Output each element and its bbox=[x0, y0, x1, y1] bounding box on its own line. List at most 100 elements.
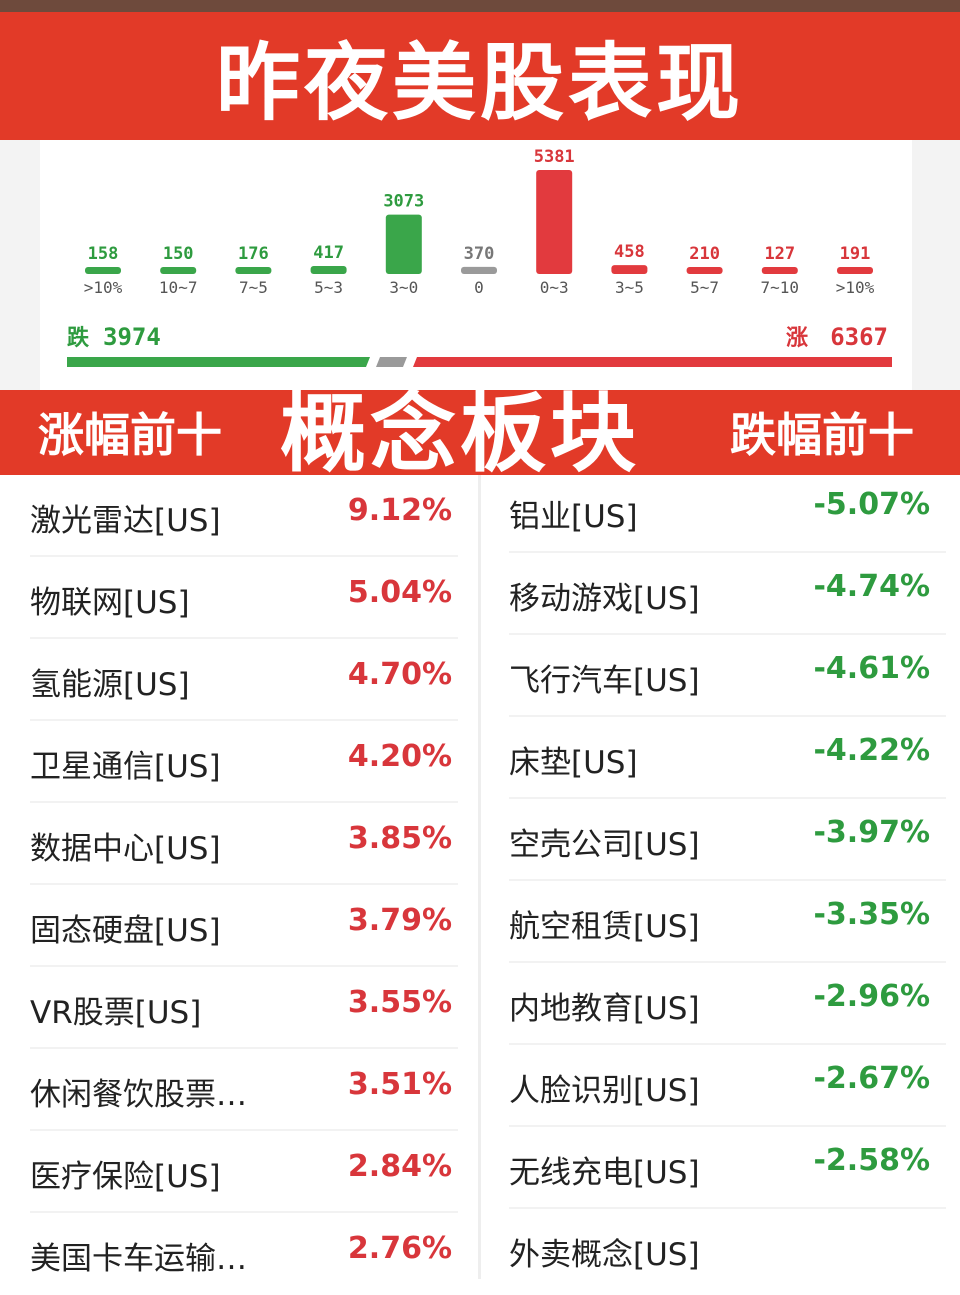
chart-card: 158 >10% 150 10~7 176 7~5 417 5~3 3073 3~0 370 0 538… bbox=[40, 140, 912, 390]
title-banner: 昨夜美股表现 bbox=[0, 12, 960, 140]
category-label-0: >10% bbox=[84, 278, 123, 297]
value-label-4: 3073 bbox=[383, 192, 424, 212]
row-separator bbox=[509, 1125, 946, 1127]
bar-2 bbox=[235, 267, 272, 274]
chart-area: 158 >10% 150 10~7 176 7~5 417 5~3 3073 3~0 370 0 538… bbox=[0, 140, 960, 390]
category-label-10: >10% bbox=[836, 278, 875, 297]
category-label-5: 0 bbox=[474, 278, 484, 297]
up-value: 6367 bbox=[830, 323, 888, 351]
row-separator bbox=[30, 965, 458, 967]
loser-row[interactable]: 空壳公司[US] -3.97% bbox=[481, 803, 960, 885]
bar-3 bbox=[310, 265, 347, 274]
up-label: 涨 bbox=[786, 326, 808, 351]
gainer-row[interactable]: 美国卡车运输… 2.76% bbox=[0, 1213, 478, 1295]
gainer-row[interactable]: 休闲餐饮股票… 3.51% bbox=[0, 1049, 478, 1131]
category-label-6: 0~3 bbox=[540, 278, 569, 297]
down-ratio-bar bbox=[67, 357, 370, 367]
bar-5 bbox=[461, 266, 497, 274]
value-label-6: 5381 bbox=[534, 147, 575, 167]
value-label-10: 191 bbox=[840, 244, 871, 264]
loser-row[interactable]: 铝业[US] -5.07% bbox=[481, 475, 960, 557]
sector-change: 3.55% bbox=[347, 985, 452, 1020]
value-label-5: 370 bbox=[464, 244, 495, 264]
top-losers-heading: 跌幅前十 bbox=[730, 408, 914, 462]
sector-name: 无线充电[US] bbox=[509, 1155, 700, 1191]
row-separator bbox=[509, 715, 946, 717]
loser-row[interactable]: 外卖概念[US] bbox=[481, 1213, 960, 1295]
bar-1 bbox=[160, 267, 197, 274]
row-separator bbox=[509, 961, 946, 963]
category-label-1: 10~7 bbox=[159, 278, 198, 297]
category-label-9: 7~10 bbox=[761, 278, 800, 297]
sector-name: 外卖概念[US] bbox=[509, 1237, 700, 1273]
loser-row[interactable]: 移动游戏[US] -4.74% bbox=[481, 557, 960, 639]
sector-change: -3.35% bbox=[813, 897, 930, 932]
gainer-row[interactable]: 医疗保险[US] 2.84% bbox=[0, 1131, 478, 1213]
sector-change: 3.79% bbox=[347, 903, 452, 938]
top-gainers-heading: 涨幅前十 bbox=[38, 408, 222, 462]
gainer-row[interactable]: 数据中心[US] 3.85% bbox=[0, 803, 478, 885]
sector-lists: 激光雷达[US] 9.12% 物联网[US] 5.04% 氢能源[US] 4.70% … bbox=[0, 475, 960, 1279]
sector-change: -2.96% bbox=[813, 979, 930, 1014]
sector-name: 铝业[US] bbox=[509, 499, 638, 535]
sector-name: 卫星通信[US] bbox=[30, 749, 221, 785]
loser-row[interactable]: 航空租赁[US] -3.35% bbox=[481, 885, 960, 967]
loser-row[interactable]: 飞行汽车[US] -4.61% bbox=[481, 639, 960, 721]
bar-0 bbox=[85, 267, 121, 274]
category-label-8: 5~7 bbox=[690, 278, 719, 297]
row-separator bbox=[30, 719, 458, 721]
gainer-row[interactable]: 物联网[US] 5.04% bbox=[0, 557, 478, 639]
sector-name: 物联网[US] bbox=[30, 585, 190, 621]
sector-change: -4.74% bbox=[813, 569, 930, 604]
category-label-4: 3~0 bbox=[389, 278, 418, 297]
gainer-row[interactable]: 固态硬盘[US] 3.79% bbox=[0, 885, 478, 967]
sector-name: 内地教育[US] bbox=[509, 991, 700, 1027]
row-separator bbox=[509, 1207, 946, 1209]
sector-name: 数据中心[US] bbox=[30, 831, 221, 867]
row-separator bbox=[509, 551, 946, 553]
value-label-1: 150 bbox=[163, 244, 194, 264]
sector-change: 4.20% bbox=[347, 739, 452, 774]
value-label-3: 417 bbox=[313, 243, 344, 263]
gainer-row[interactable]: 激光雷达[US] 9.12% bbox=[0, 475, 478, 557]
value-label-0: 158 bbox=[88, 244, 119, 264]
sector-change: 4.70% bbox=[347, 657, 452, 692]
bar-8 bbox=[686, 267, 723, 274]
row-separator bbox=[30, 1047, 458, 1049]
sector-change: 3.85% bbox=[347, 821, 452, 856]
loser-row[interactable]: 人脸识别[US] -2.67% bbox=[481, 1049, 960, 1131]
gainer-row[interactable]: VR股票[US] 3.55% bbox=[0, 967, 478, 1049]
page-title: 昨夜美股表现 bbox=[215, 33, 744, 132]
loser-row[interactable]: 无线充电[US] -2.58% bbox=[481, 1131, 960, 1213]
sector-change: -2.58% bbox=[813, 1143, 930, 1178]
row-separator bbox=[30, 1211, 458, 1213]
sector-change: 5.04% bbox=[347, 575, 452, 610]
sector-name: 空壳公司[US] bbox=[509, 827, 700, 863]
section-banner: 涨幅前十 概念板块 跌幅前十 bbox=[0, 386, 960, 482]
sector-change: -2.67% bbox=[813, 1061, 930, 1096]
up-ratio-bar bbox=[413, 357, 892, 367]
column-divider bbox=[478, 475, 481, 1279]
value-label-2: 176 bbox=[238, 244, 269, 264]
gainer-row[interactable]: 氢能源[US] 4.70% bbox=[0, 639, 478, 721]
sector-name: 固态硬盘[US] bbox=[30, 913, 221, 949]
sector-name: 床垫[US] bbox=[509, 745, 638, 781]
bar-6 bbox=[536, 170, 573, 274]
sector-name: 移动游戏[US] bbox=[509, 581, 700, 617]
loser-row[interactable]: 内地教育[US] -2.96% bbox=[481, 967, 960, 1049]
value-label-7: 458 bbox=[614, 242, 645, 262]
down-value: 3974 bbox=[103, 323, 161, 351]
down-label: 跌 bbox=[67, 326, 90, 351]
sector-name: 美国卡车运输… bbox=[30, 1241, 247, 1277]
gainer-row[interactable]: 卫星通信[US] 4.20% bbox=[0, 721, 478, 803]
sector-name: 医疗保险[US] bbox=[30, 1159, 221, 1195]
bar-4 bbox=[385, 214, 422, 274]
bar-10 bbox=[837, 267, 873, 274]
sector-name: 飞行汽车[US] bbox=[509, 663, 700, 699]
sector-name: 航空租赁[US] bbox=[509, 909, 700, 945]
value-label-9: 127 bbox=[764, 244, 795, 264]
loser-row[interactable]: 床垫[US] -4.22% bbox=[481, 721, 960, 803]
sector-name: 人脸识别[US] bbox=[509, 1073, 700, 1109]
bar-7 bbox=[611, 265, 648, 274]
sector-name: 休闲餐饮股票… bbox=[30, 1077, 247, 1113]
